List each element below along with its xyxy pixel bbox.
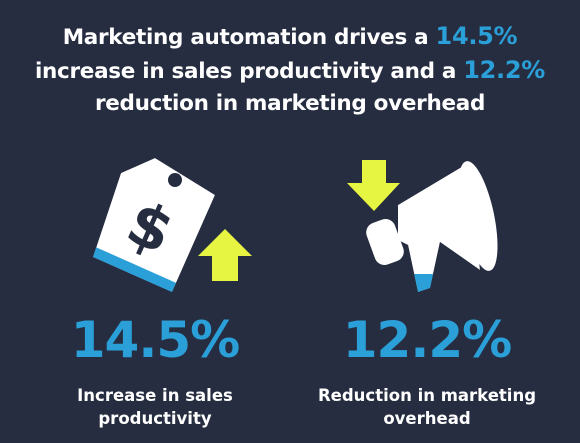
headline-highlight: 12.2% xyxy=(463,56,546,84)
headline-text: Marketing automation drives a xyxy=(62,25,436,50)
headline: Marketing automation drives a 14.5% incre… xyxy=(0,20,580,120)
stat-value: 14.5% xyxy=(70,311,240,369)
stat: 12.2% Reduction in marketing overhead xyxy=(302,310,552,430)
arrow-up xyxy=(198,229,252,281)
headline-highlight: 14.5% xyxy=(435,22,518,50)
headline-text: increase in sales productivity and a xyxy=(34,59,464,84)
stat-caption: Increase in sales productivity xyxy=(77,386,233,428)
stat-caption: Reduction in marketing overhead xyxy=(317,386,537,428)
stat-value: 12.2% xyxy=(342,311,512,369)
headline-text: reduction in marketing overhead xyxy=(94,91,486,116)
arrow-down xyxy=(347,160,400,211)
stat: 14.5% Increase in sales productivity xyxy=(30,310,280,430)
